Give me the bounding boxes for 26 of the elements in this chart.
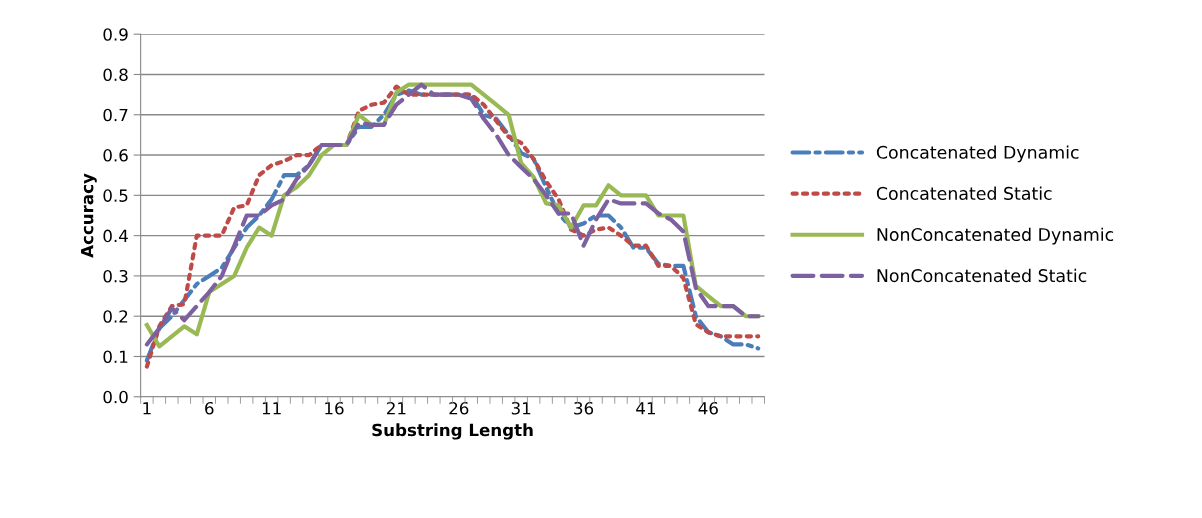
x-tick-label: 1	[143, 402, 151, 415]
y-tick-label: 0.6	[103, 149, 128, 162]
legend-label: Concatenated Dynamic	[876, 145, 1079, 163]
legend-label: NonConcatenated Dynamic	[877, 227, 1114, 245]
x-axis-title: Substring Length	[372, 423, 533, 440]
x-tick-label: 21	[387, 401, 406, 415]
y-tick-label: 0.5	[103, 189, 128, 202]
x-tick-label: 31	[511, 401, 531, 415]
y-tick-label: 0.3	[103, 269, 128, 283]
legend-label: Concatenated Static	[876, 186, 1052, 200]
y-tick-label: 0.8	[103, 68, 128, 82]
x-tick-label: 36	[574, 401, 594, 415]
y-tick-label: 0.9	[103, 28, 128, 41]
legend-label: NonConcatenated Static	[877, 268, 1087, 283]
x-tick-label: 46	[698, 401, 718, 415]
y-axis-title: Accuracy	[81, 173, 97, 258]
x-tick-label: 11	[262, 402, 281, 415]
y-tick-label: 0.4	[103, 229, 128, 243]
x-tick-label: 16	[325, 401, 344, 415]
x-tick-label: 6	[205, 401, 214, 415]
y-tick-label: 0.1	[103, 350, 128, 364]
x-tick-label: 41	[636, 402, 656, 415]
x-tick-label: 26	[449, 401, 469, 415]
y-tick-label: 0.2	[103, 310, 128, 323]
y-tick-label: 0.7	[103, 108, 128, 122]
y-tick-label: 0.0	[103, 390, 128, 404]
